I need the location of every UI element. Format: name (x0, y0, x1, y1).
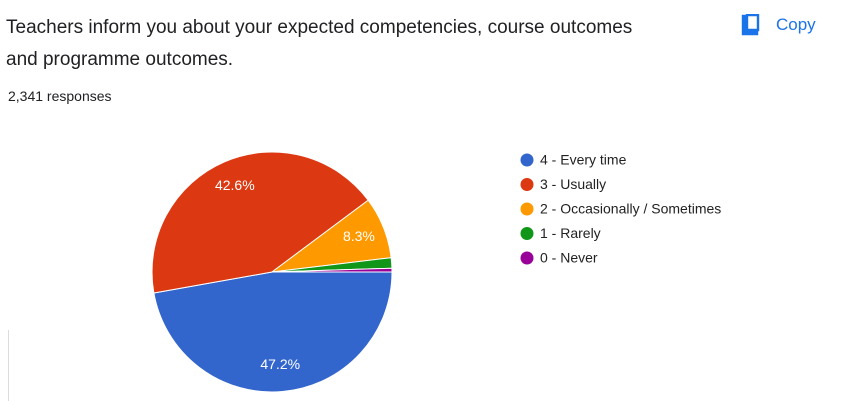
slice-label: 8.3% (343, 228, 375, 244)
question-title: Teachers inform you about your expected … (6, 17, 638, 70)
pie-slice (153, 271, 393, 393)
legend-label: 4 - Every time (540, 152, 627, 168)
legend-swatch (520, 153, 534, 167)
copy-icon (741, 14, 760, 36)
legend-label: 3 - Usually (540, 176, 606, 192)
legend-swatch (520, 202, 534, 216)
legend-swatch (520, 227, 534, 240)
legend-label: 1 - Rarely (540, 225, 601, 241)
legend-swatch (520, 178, 534, 191)
pie-slice (151, 151, 369, 294)
slice-label: 47.2% (260, 356, 300, 372)
legend-label: 0 - Never (540, 250, 598, 266)
copy-button[interactable]: Copy (740, 14, 816, 36)
legend-swatch (520, 251, 534, 265)
slice-label: 42.6% (215, 177, 255, 193)
legend-label: 2 - Occasionally / Sometimes (540, 201, 721, 217)
pie-slice (271, 267, 393, 273)
response-count: 2,341 responses (8, 88, 112, 104)
copy-label: Copy (776, 15, 816, 34)
